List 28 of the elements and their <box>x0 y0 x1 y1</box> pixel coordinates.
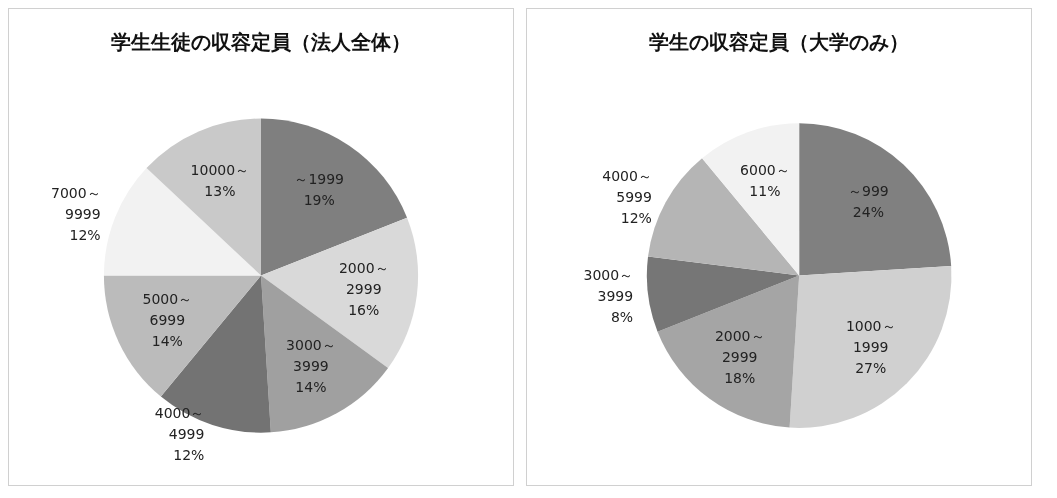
data-label: 13% <box>204 183 236 200</box>
data-label: 8% <box>610 308 634 325</box>
slice-label: 5000～ 6999 <box>142 290 193 328</box>
data-label: 19% <box>303 192 335 209</box>
data-label: 18% <box>724 370 756 387</box>
data-label: 14% <box>295 379 327 396</box>
data-label: 16% <box>348 301 380 318</box>
slice-label: ～1999 <box>294 171 345 188</box>
slice-label: 4000～ 5999 <box>602 168 652 206</box>
data-label: 12% <box>173 447 205 464</box>
slice-label: 6000～ <box>740 161 790 178</box>
data-label: 12% <box>620 210 652 227</box>
slice-label: 4000～ 4999 <box>154 405 205 443</box>
slice-label: 3000～ 3999 <box>286 337 336 375</box>
slice-label: 2000～ 2999 <box>714 328 765 366</box>
slice-label: ～999 <box>848 183 889 200</box>
chart-title: 学生の収容定員（大学のみ） <box>649 30 909 54</box>
slice-label: 1000～ 1999 <box>845 318 896 356</box>
data-label: 12% <box>69 227 101 244</box>
slice-label: 3000～ 3999 <box>583 266 634 304</box>
slice-label: 7000～ 9999 <box>51 185 101 223</box>
slice-label: 10000～ <box>190 162 250 179</box>
data-label: 27% <box>855 360 887 377</box>
data-label: 24% <box>852 204 884 221</box>
chart-title: 学生生徒の収容定員（法人全体） <box>111 30 411 54</box>
data-label: 11% <box>749 182 781 199</box>
data-label: 14% <box>151 332 183 349</box>
slice-label: 2000～ 2999 <box>338 259 389 297</box>
